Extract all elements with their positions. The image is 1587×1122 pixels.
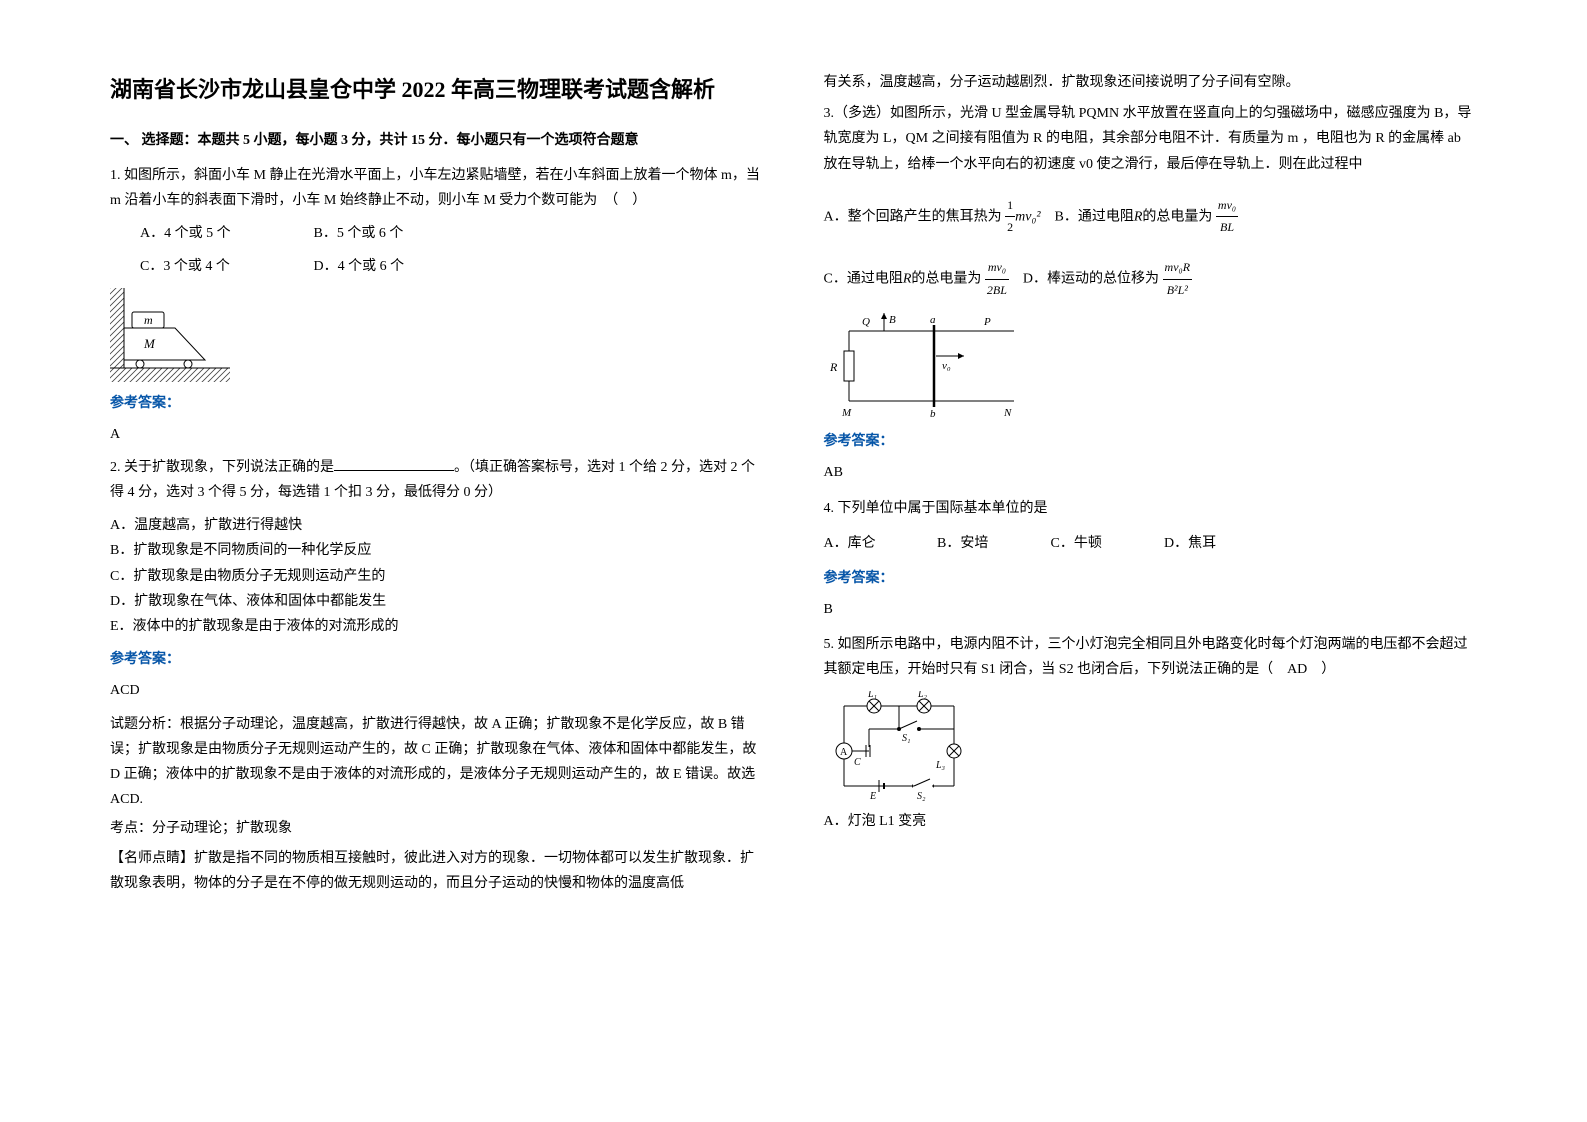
q2-answer: ACD xyxy=(110,678,764,703)
q3-answer: AB xyxy=(824,460,1478,485)
q3-label-Q: Q xyxy=(862,316,870,328)
q2-answer-label: 参考答案： xyxy=(110,647,764,672)
q3-opt-a-pre: A．整个回路产生的焦耳热为 xyxy=(824,209,1002,224)
q2-opt-b: B．扩散现象是不同物质间的一种化学反应 xyxy=(110,538,764,563)
question-5: 5. 如图所示电路中，电源内阻不计，三个小灯泡完全相同且外电路变化时每个灯泡两端… xyxy=(824,632,1478,682)
q3-fracA-num: 1 xyxy=(1005,195,1015,218)
q3-label-R: R xyxy=(829,360,838,374)
q2-opt-e: E．液体中的扩散现象是由于液体的对流形成的 xyxy=(110,614,764,639)
q5-label-L3: L₃ xyxy=(935,760,946,771)
q1-figure: m M xyxy=(110,288,764,383)
q3-fracD-den: B²L² xyxy=(1163,280,1193,302)
label-m: m xyxy=(144,313,153,327)
q1-opt-b: B．5 个或 6 个 xyxy=(314,221,484,246)
q2-opt-a: A．温度越高，扩散进行得越快 xyxy=(110,513,764,538)
q5-label-L1: L₁ xyxy=(867,691,877,700)
q1-answer: A xyxy=(110,422,764,447)
q3-fracA-rest: mv₀² xyxy=(1015,209,1040,224)
q4-answer-label: 参考答案： xyxy=(824,566,1478,591)
q3-fracA-den: 2 xyxy=(1005,217,1015,239)
q5-label-S2: S₂ xyxy=(917,791,926,801)
q5-label-E: E xyxy=(869,791,876,801)
q2-analysis-2: 考点：分子动理论；扩散现象 xyxy=(110,816,764,841)
q5-label-S1: S₁ xyxy=(902,733,910,744)
q4-opt-d: D．焦耳 xyxy=(1164,531,1274,556)
q4-opt-a: A．库仑 xyxy=(824,531,934,556)
q3-fracC-num: mv₀ xyxy=(985,257,1009,280)
document-title: 湖南省长沙市龙山县皇仓中学 2022 年高三物理联考试题含解析 xyxy=(110,70,764,110)
q3-fracC-den: 2BL xyxy=(985,280,1009,302)
q5-label-A: A xyxy=(840,747,848,758)
q3-label-a: a xyxy=(930,314,936,326)
right-column: 有关系，温度越高，分子运动越剧烈．扩散现象还间接说明了分子间有空隙。 3.（多选… xyxy=(794,70,1508,1082)
q3-opt-b-mid: 的总电量为 xyxy=(1142,209,1212,224)
q4-opt-c: C．牛顿 xyxy=(1051,531,1161,556)
q3-opt-b-pre: B．通过电阻 xyxy=(1055,209,1134,224)
q3-answer-label: 参考答案： xyxy=(824,429,1478,454)
q2-opt-d: D．扩散现象在气体、液体和固体中都能发生 xyxy=(110,589,764,614)
q4-options: A．库仑 B．安培 C．牛顿 D．焦耳 xyxy=(824,531,1478,556)
q1-opt-d: D．4 个或 6 个 xyxy=(314,254,484,279)
q3-label-v0: v₀ xyxy=(942,360,951,372)
q3-label-B: B xyxy=(889,314,896,326)
q4-answer: B xyxy=(824,597,1478,622)
q1-answer-label: 参考答案： xyxy=(110,391,764,416)
q3-fracB-num: mv₀ xyxy=(1216,195,1238,218)
q3-opt-c-mid: 的总电量为 xyxy=(911,271,981,286)
q2-text: 2. 关于扩散现象，下列说法正确的是 xyxy=(110,460,334,475)
q3-options-row2: C．通过电阻R的总电量为 mv₀2BL D．棒运动的总位移为 mv₀RB²L² xyxy=(824,257,1478,301)
q2-analysis-1: 试题分析：根据分子动理论，温度越高，扩散进行得越快，故 A 正确；扩散现象不是化… xyxy=(110,712,764,813)
q3-label-M: M xyxy=(841,407,852,419)
q4-opt-b: B．安培 xyxy=(937,531,1047,556)
q3-label-P: P xyxy=(983,316,991,328)
q5-label-C: C xyxy=(854,757,861,768)
q2-analysis-3: 【名师点睛】扩散是指不同的物质相互接触时，彼此进入对方的现象．一切物体都可以发生… xyxy=(110,846,764,896)
q3-figure: R a b v₀ B Q P M N xyxy=(824,311,1478,421)
q3-options-row1: A．整个回路产生的焦耳热为 12mv₀² B．通过电阻R的总电量为 mv₀BL xyxy=(824,195,1478,239)
q5-figure: L₁ L₂ L₃ S₁ A xyxy=(824,691,1478,801)
q3-fracB-den: BL xyxy=(1216,217,1238,239)
question-3: 3.（多选）如图所示，光滑 U 型金属导轨 PQMN 水平放置在竖直向上的匀强磁… xyxy=(824,101,1478,177)
question-1: 1. 如图所示，斜面小车 M 静止在光滑水平面上，小车左边紧贴墙壁，若在小车斜面… xyxy=(110,163,764,213)
left-column: 湖南省长沙市龙山县皇仓中学 2022 年高三物理联考试题含解析 一、 选择题：本… xyxy=(80,70,794,1082)
q1-opt-a: A．4 个或 5 个 xyxy=(140,221,310,246)
q1-opt-c: C．3 个或 4 个 xyxy=(140,254,310,279)
q2-analysis-cont: 有关系，温度越高，分子运动越剧烈．扩散现象还间接说明了分子间有空隙。 xyxy=(824,70,1478,95)
q5-opt-a: A．灯泡 L1 变亮 xyxy=(824,809,1478,834)
section-1-header: 一、 选择题：本题共 5 小题，每小题 3 分，共计 15 分．每小题只有一个选… xyxy=(110,128,764,153)
label-M-big: M xyxy=(143,336,156,351)
question-2: 2. 关于扩散现象，下列说法正确的是。（填正确答案标号，选对 1 个给 2 分，… xyxy=(110,455,764,505)
q3-opt-d-pre: D．棒运动的总位移为 xyxy=(1023,271,1159,286)
q2-blank xyxy=(334,470,454,471)
q3-label-N: N xyxy=(1003,407,1012,419)
q2-opt-c: C．扩散现象是由物质分子无规则运动产生的 xyxy=(110,564,764,589)
q5-label-L2: L₂ xyxy=(917,691,928,700)
q3-fracD-num: mv₀R xyxy=(1163,257,1193,280)
q3-opt-c-pre: C．通过电阻 xyxy=(824,271,903,286)
q1-options: A．4 个或 5 个 B．5 个或 6 个 C．3 个或 4 个 D．4 个或 … xyxy=(140,221,764,279)
question-4: 4. 下列单位中属于国际基本单位的是 xyxy=(824,496,1478,521)
q3-label-b: b xyxy=(930,408,936,420)
